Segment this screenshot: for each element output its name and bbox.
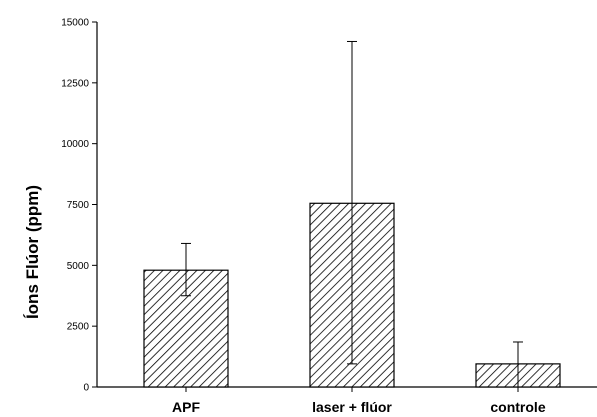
x-tick-label: APF — [172, 399, 200, 415]
y-axis-title: Íons Flúor (ppm) — [23, 185, 42, 319]
y-tick-label: 10000 — [61, 139, 89, 150]
y-tick-label: 15000 — [61, 18, 89, 29]
y-tick-label: 7500 — [67, 200, 90, 211]
y-tick-label: 12500 — [61, 78, 89, 89]
x-tick-label: laser + flúor — [312, 399, 392, 415]
y-tick-label: 5000 — [67, 261, 90, 272]
y-tick-label: 0 — [83, 383, 89, 394]
x-tick-label: controle — [490, 399, 545, 415]
plot-area: 0 2500 5000 7500 10000 12500 15000 APF laser + f… — [61, 18, 597, 415]
y-tick-label: 2500 — [67, 322, 90, 333]
